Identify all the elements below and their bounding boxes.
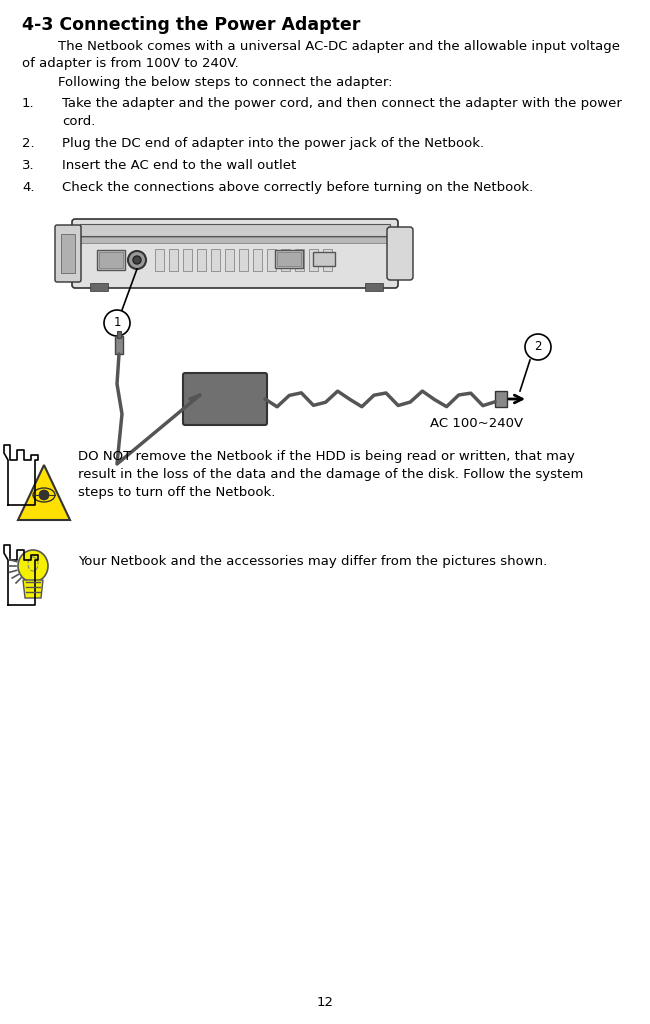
FancyBboxPatch shape bbox=[183, 373, 267, 425]
Polygon shape bbox=[18, 465, 70, 520]
Text: 4.: 4. bbox=[22, 181, 34, 194]
Text: steps to turn off the Netbook.: steps to turn off the Netbook. bbox=[78, 486, 276, 499]
Text: Your Netbook and the accessories may differ from the pictures shown.: Your Netbook and the accessories may dif… bbox=[78, 555, 547, 568]
Text: Take the adapter and the power cord, and then connect the adapter with the power: Take the adapter and the power cord, and… bbox=[62, 97, 622, 110]
Text: Following the below steps to connect the adapter:: Following the below steps to connect the… bbox=[58, 76, 393, 89]
FancyBboxPatch shape bbox=[387, 227, 413, 280]
Text: 1: 1 bbox=[113, 316, 121, 329]
Circle shape bbox=[104, 310, 130, 336]
Bar bbox=[80, 237, 390, 243]
Circle shape bbox=[39, 490, 49, 500]
Bar bbox=[169, 249, 178, 271]
Text: DO NOT remove the Netbook if the HDD is being read or written, that may: DO NOT remove the Netbook if the HDD is … bbox=[78, 450, 575, 463]
Polygon shape bbox=[23, 580, 43, 598]
Bar bbox=[295, 249, 304, 271]
Text: Check the connections above correctly before turning on the Netbook.: Check the connections above correctly be… bbox=[62, 181, 533, 194]
Bar bbox=[80, 224, 390, 236]
Text: 12: 12 bbox=[317, 996, 333, 1009]
Ellipse shape bbox=[28, 557, 38, 571]
Bar bbox=[495, 391, 507, 407]
Text: result in the loss of the data and the damage of the disk. Follow the system: result in the loss of the data and the d… bbox=[78, 468, 584, 481]
Bar bbox=[117, 331, 121, 338]
Circle shape bbox=[128, 251, 146, 269]
Text: cord.: cord. bbox=[62, 115, 96, 128]
Text: Insert the AC end to the wall outlet: Insert the AC end to the wall outlet bbox=[62, 159, 296, 172]
Ellipse shape bbox=[18, 550, 48, 582]
Bar bbox=[155, 249, 164, 271]
Bar bbox=[275, 250, 303, 268]
Text: of adapter is from 100V to 240V.: of adapter is from 100V to 240V. bbox=[22, 57, 239, 70]
Bar bbox=[267, 249, 276, 271]
Bar bbox=[90, 283, 108, 291]
Circle shape bbox=[525, 334, 551, 360]
Bar bbox=[225, 249, 234, 271]
Bar bbox=[197, 249, 206, 271]
Bar bbox=[323, 249, 332, 271]
Bar bbox=[211, 249, 220, 271]
Bar bbox=[313, 252, 335, 266]
Ellipse shape bbox=[33, 488, 55, 502]
Bar bbox=[61, 234, 75, 273]
FancyBboxPatch shape bbox=[72, 219, 398, 288]
Bar bbox=[281, 249, 290, 271]
Text: 2: 2 bbox=[534, 340, 541, 353]
Bar bbox=[365, 283, 383, 291]
Text: AC 100~240V: AC 100~240V bbox=[430, 417, 523, 430]
Text: 1.: 1. bbox=[22, 97, 34, 110]
Bar bbox=[239, 249, 248, 271]
Circle shape bbox=[133, 256, 141, 264]
Text: Plug the DC end of adapter into the power jack of the Netbook.: Plug the DC end of adapter into the powe… bbox=[62, 137, 484, 150]
Bar bbox=[115, 336, 123, 354]
Text: 2.: 2. bbox=[22, 137, 34, 150]
Text: The Netbook comes with a universal AC-DC adapter and the allowable input voltage: The Netbook comes with a universal AC-DC… bbox=[58, 40, 620, 53]
Bar bbox=[277, 252, 301, 266]
Bar bbox=[183, 249, 192, 271]
Text: 3.: 3. bbox=[22, 159, 34, 172]
Bar bbox=[253, 249, 262, 271]
Bar bbox=[97, 250, 125, 270]
Bar bbox=[99, 252, 123, 268]
Text: 4-3 Connecting the Power Adapter: 4-3 Connecting the Power Adapter bbox=[22, 16, 360, 34]
Bar bbox=[309, 249, 318, 271]
FancyBboxPatch shape bbox=[55, 225, 81, 282]
